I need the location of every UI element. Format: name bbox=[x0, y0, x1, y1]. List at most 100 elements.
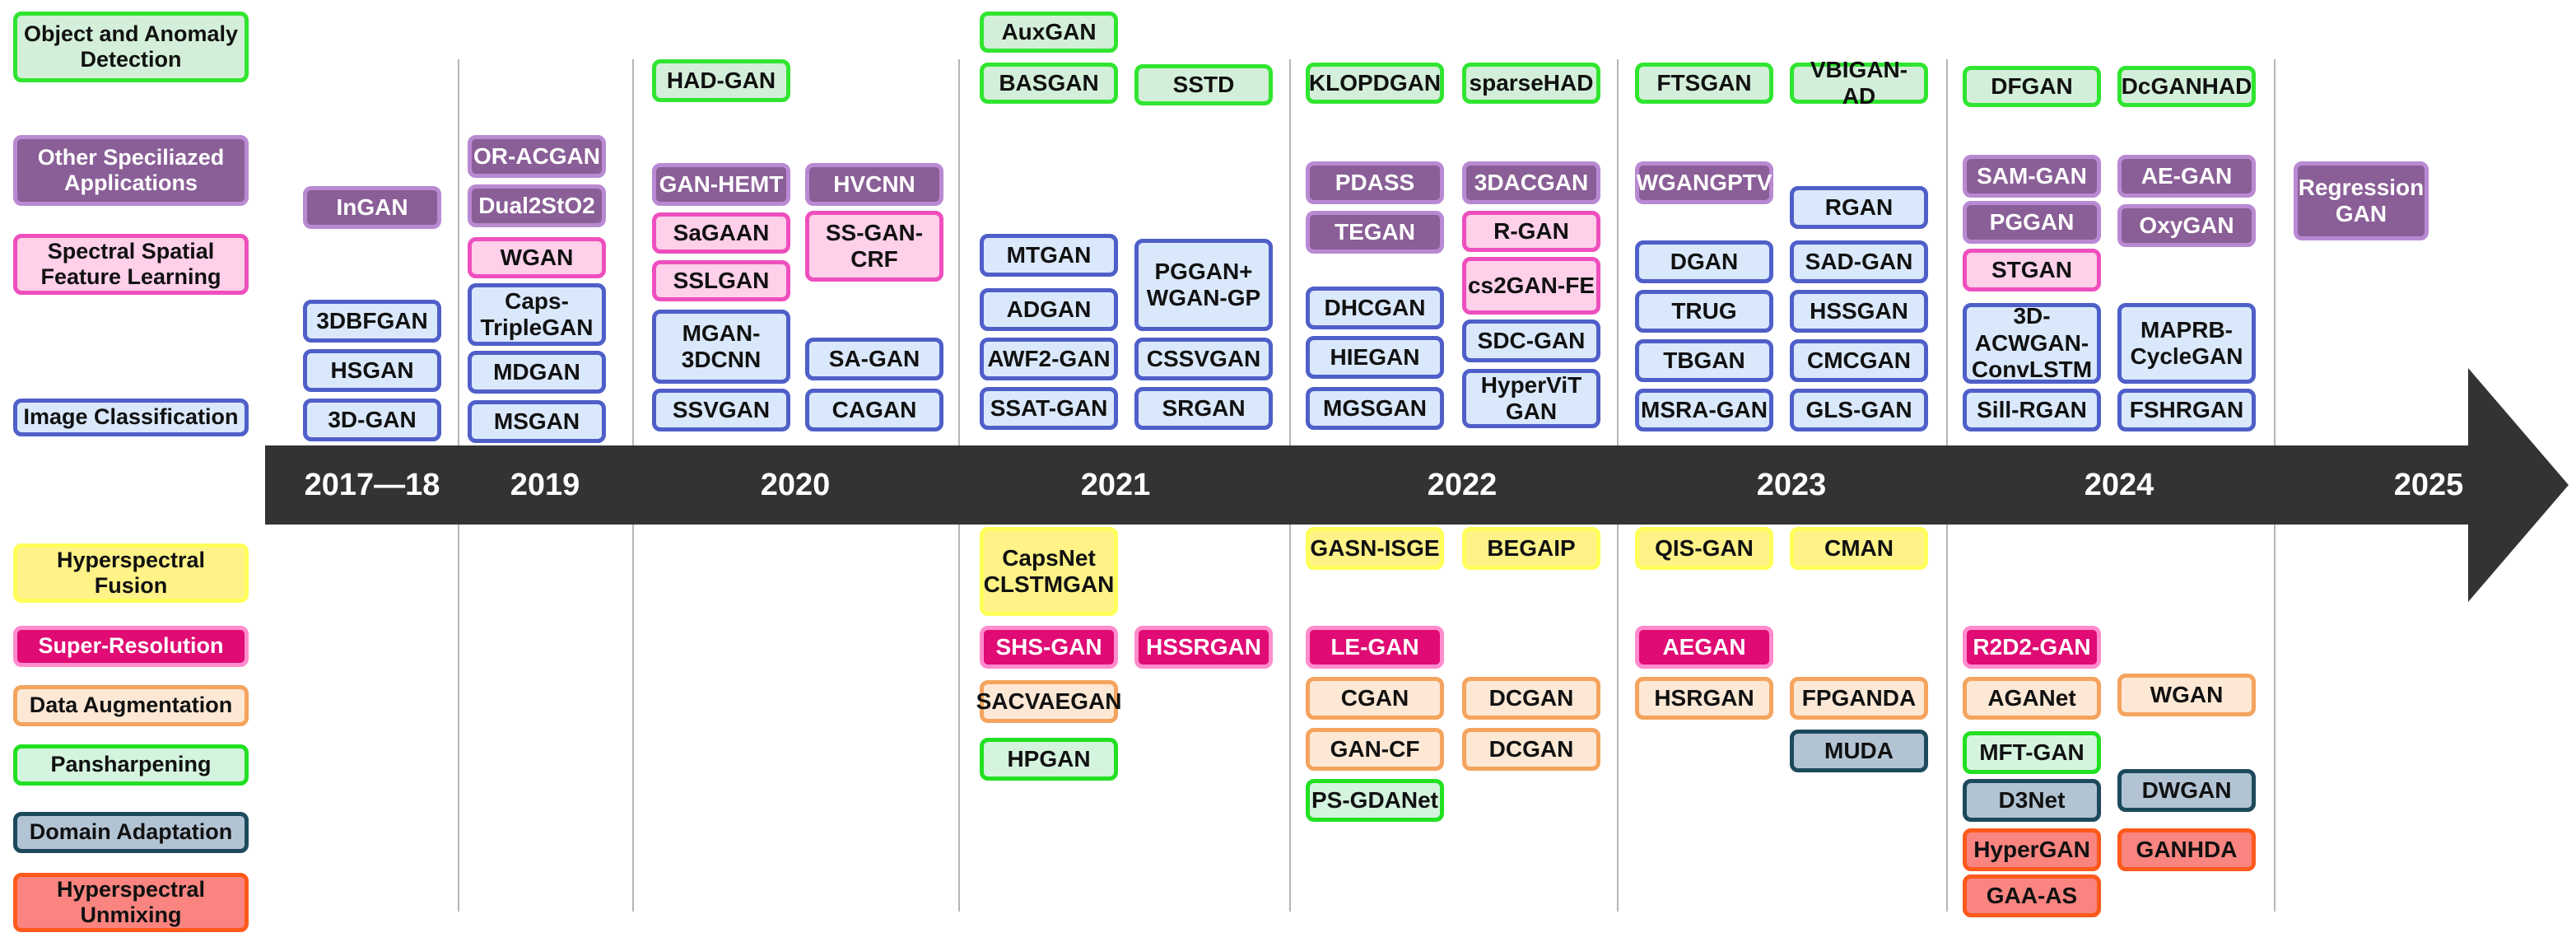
legend-pansharpening: Pansharpening bbox=[13, 744, 249, 786]
model-ss-gan-crf: SS-GAN- CRF bbox=[805, 211, 943, 282]
model-wgan: WGAN bbox=[468, 237, 606, 278]
model-dcgan: DCGAN bbox=[1462, 677, 1600, 720]
model-awf2-gan: AWF2-GAN bbox=[980, 338, 1118, 380]
model-rgan: RGAN bbox=[1790, 186, 1928, 229]
model-adgan: ADGAN bbox=[980, 288, 1118, 331]
model-sdc-gan: SDC-GAN bbox=[1462, 319, 1600, 362]
model-sad-gan: SAD-GAN bbox=[1790, 240, 1928, 283]
model-dfgan: DFGAN bbox=[1963, 66, 2101, 107]
model-cmcgan: CMCGAN bbox=[1790, 339, 1928, 382]
legend-hyperspectral-unmixing: Hyperspectral Unmixing bbox=[13, 873, 249, 932]
model-sagaan: SaGAAN bbox=[652, 212, 790, 254]
model-cgan: CGAN bbox=[1306, 677, 1444, 720]
model-ps-gdanet: PS-GDANet bbox=[1306, 779, 1444, 822]
model-fpganda: FPGANDA bbox=[1790, 677, 1928, 720]
legend-data-augmentation: Data Augmentation bbox=[13, 685, 249, 726]
model-3dbfgan: 3DBFGAN bbox=[303, 300, 441, 343]
model-dcganhad: DcGANHAD bbox=[2117, 66, 2256, 107]
model-pggan-wgan-gp: PGGAN+ WGAN-GP bbox=[1134, 239, 1273, 331]
model-pggan: PGGAN bbox=[1963, 201, 2101, 244]
model-hypergan: HyperGAN bbox=[1963, 828, 2101, 871]
model-capsnet-clstmgan: CapsNet CLSTMGAN bbox=[980, 527, 1118, 616]
model-hsgan: HSGAN bbox=[303, 349, 441, 392]
legend-other-speciliazed-applications: Other Speciliazed Applications bbox=[13, 135, 249, 206]
model-hypervit-gan: HyperViT GAN bbox=[1462, 369, 1600, 428]
model-mft-gan: MFT-GAN bbox=[1963, 731, 2101, 774]
model-gasn-isge: GASN-ISGE bbox=[1306, 527, 1444, 570]
year-label: 2017—18 bbox=[304, 468, 440, 502]
model-3dacgan: 3DACGAN bbox=[1462, 161, 1600, 204]
legend-domain-adaptation: Domain Adaptation bbox=[13, 812, 249, 853]
model-maprb-cyclegan: MAPRB- CycleGAN bbox=[2117, 303, 2256, 384]
legend-hyperspectral-fusion: Hyperspectral Fusion bbox=[13, 543, 249, 603]
model-hvcnn: HVCNN bbox=[805, 163, 943, 206]
model-mdgan: MDGAN bbox=[468, 351, 606, 394]
model-pdass: PDASS bbox=[1306, 161, 1444, 204]
model-trug: TRUG bbox=[1635, 290, 1773, 333]
model-dgan: DGAN bbox=[1635, 240, 1773, 283]
legend-spectral-spatial-feature-learning: Spectral Spatial Feature Learning bbox=[13, 234, 249, 295]
model-aganet: AGANet bbox=[1963, 677, 2101, 720]
model-begaip: BEGAIP bbox=[1462, 527, 1600, 570]
model-tegan: TEGAN bbox=[1306, 211, 1444, 254]
model-sa-gan: SA-GAN bbox=[805, 338, 943, 380]
model-r-gan: R-GAN bbox=[1462, 211, 1600, 252]
year-label: 2025 bbox=[2393, 468, 2464, 502]
model-dhcgan: DHCGAN bbox=[1306, 287, 1444, 329]
model-dual2sto2: Dual2StO2 bbox=[468, 184, 606, 227]
model-ae-gan: AE-GAN bbox=[2117, 155, 2256, 198]
model-wgan: WGAN bbox=[2117, 674, 2256, 716]
model-3d-acwgan-convlstm: 3D- ACWGAN- ConvLSTM bbox=[1963, 303, 2101, 384]
year-label: 2021 bbox=[1080, 468, 1151, 502]
legend-image-classification: Image Classification bbox=[13, 399, 249, 436]
year-label: 2024 bbox=[2084, 468, 2154, 502]
model-ingan: InGAN bbox=[303, 186, 441, 229]
year-label: 2020 bbox=[760, 468, 831, 502]
model-ssvgan: SSVGAN bbox=[652, 389, 790, 431]
timeline-arrowhead bbox=[2468, 368, 2569, 602]
model-cs2gan-fe: cs2GAN-FE bbox=[1462, 257, 1600, 315]
model-gan-hemt: GAN-HEMT bbox=[652, 163, 790, 206]
model-hpgan: HPGAN bbox=[980, 738, 1118, 781]
model-mgsgan: MGSGAN bbox=[1306, 387, 1444, 430]
model-or-acgan: OR-ACGAN bbox=[468, 135, 606, 178]
model-r2d2-gan: R2D2-GAN bbox=[1963, 626, 2101, 669]
model-3d-gan: 3D-GAN bbox=[303, 399, 441, 441]
model-hssgan: HSSGAN bbox=[1790, 290, 1928, 333]
legend-super-resolution: Super-Resolution bbox=[13, 626, 249, 667]
model-sstd: SSTD bbox=[1134, 64, 1273, 105]
model-hiegan: HIEGAN bbox=[1306, 336, 1444, 379]
model-le-gan: LE-GAN bbox=[1306, 626, 1444, 669]
model-gan-cf: GAN-CF bbox=[1306, 728, 1444, 771]
model-cagan: CAGAN bbox=[805, 389, 943, 431]
year-label: 2022 bbox=[1427, 468, 1498, 502]
model-caps-triplegan: Caps- TripleGAN bbox=[468, 283, 606, 346]
model-dcgan: DCGAN bbox=[1462, 728, 1600, 771]
model-srgan: SRGAN bbox=[1134, 387, 1273, 430]
model-ftsgan: FTSGAN bbox=[1635, 63, 1773, 104]
model-fshrgan: FSHRGAN bbox=[2117, 389, 2256, 431]
model-oxygan: OxyGAN bbox=[2117, 204, 2256, 247]
model-cman: CMAN bbox=[1790, 527, 1928, 570]
model-shs-gan: SHS-GAN bbox=[980, 626, 1118, 669]
model-msra-gan: MSRA-GAN bbox=[1635, 389, 1773, 431]
model-gls-gan: GLS-GAN bbox=[1790, 389, 1928, 431]
model-mgan-3dcnn: MGAN- 3DCNN bbox=[652, 310, 790, 384]
model-tbgan: TBGAN bbox=[1635, 339, 1773, 382]
model-gaa-as: GAA-AS bbox=[1963, 874, 2101, 917]
timeline-bar bbox=[265, 445, 2471, 525]
model-sslgan: SSLGAN bbox=[652, 260, 790, 301]
model-ganhda: GANHDA bbox=[2117, 828, 2256, 871]
model-klopdgan: KLOPDGAN bbox=[1306, 63, 1444, 104]
model-sill-rgan: Sill-RGAN bbox=[1963, 389, 2101, 431]
model-wgangptv: WGANGPTV bbox=[1635, 161, 1773, 204]
model-qis-gan: QIS-GAN bbox=[1635, 527, 1773, 570]
model-sam-gan: SAM-GAN bbox=[1963, 155, 2101, 198]
model-basgan: BASGAN bbox=[980, 63, 1118, 104]
model-mtgan: MTGAN bbox=[980, 234, 1118, 277]
model-sacvaegan: SACVAEGAN bbox=[976, 680, 1121, 723]
model-stgan: STGAN bbox=[1963, 249, 2101, 291]
model-aegan: AEGAN bbox=[1635, 626, 1773, 669]
model-had-gan: HAD-GAN bbox=[652, 59, 790, 102]
